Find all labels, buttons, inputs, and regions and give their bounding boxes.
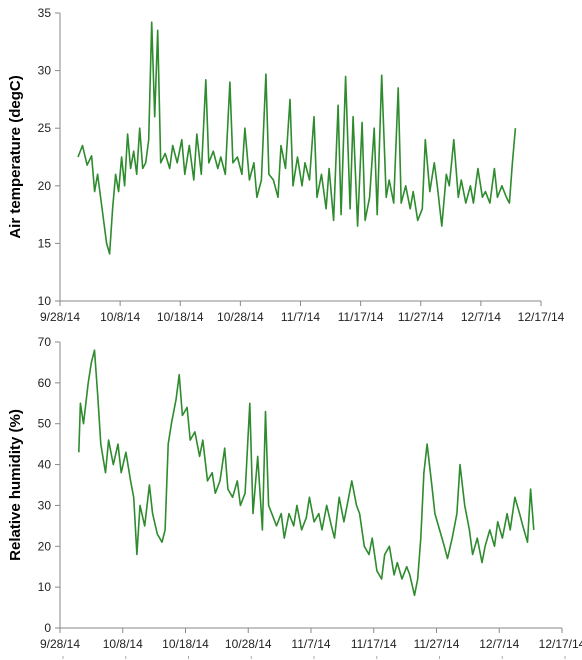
y-tick-label: 70 — [38, 335, 52, 349]
y-tick-label: 40 — [38, 458, 52, 472]
y-tick-label: 15 — [38, 236, 52, 250]
x-tick-label: 11/27/14 — [398, 310, 444, 324]
x-tick-label: 10/28/14 — [217, 310, 264, 324]
y-tick-label: 0 — [44, 621, 51, 635]
x-tick-label: 10/18/14 — [162, 637, 209, 651]
y-tick-label: 30 — [38, 64, 52, 78]
y-tick-label: 25 — [38, 121, 52, 135]
x-tick-label: 11/27/14 — [414, 637, 460, 651]
x-tick-label: 12/17/14 — [518, 310, 565, 324]
y-tick-label: 20 — [38, 179, 52, 193]
series-line-1 — [77, 21, 517, 255]
y-tick-label: 10 — [38, 580, 52, 594]
x-tick-label: 9/28/14 — [40, 310, 80, 324]
x-tick-label: 10/8/14 — [103, 637, 143, 651]
y-tick-label: 35 — [38, 6, 52, 20]
y-tick-label: 60 — [38, 376, 52, 390]
series-line-1 — [78, 349, 535, 597]
y-tick-label: 30 — [38, 498, 52, 512]
x-tick-label: 10/18/14 — [157, 310, 204, 324]
x-tick-label: 9/28/14 — [40, 637, 80, 651]
y-tick-label: 20 — [38, 539, 52, 553]
y-axis-title: Relative humidity (%) — [7, 409, 24, 561]
x-tick-label: 12/17/14 — [539, 637, 582, 651]
x-tick-label: 11/7/14 — [291, 637, 330, 651]
x-tick-label: 12/7/14 — [461, 310, 501, 324]
x-tick-label: 11/17/14 — [351, 637, 397, 651]
chart-2: 0 10 20 30 40 50 60 70 9/28/14 10/8/14 10/18/14 10/… — [7, 335, 582, 651]
x-tick-label: 11/7/14 — [281, 310, 320, 324]
chart-1: 10 15 20 25 30 35 9/28/14 10/8/14 10/18/14 10/28/… — [7, 6, 565, 324]
y-axis-title: Air temperature (degC) — [7, 75, 24, 238]
y-tick-label: 50 — [38, 417, 52, 431]
y-tick-label: 10 — [38, 294, 52, 308]
x-tick-label: 12/7/14 — [479, 637, 519, 651]
x-tick-label: 11/17/14 — [338, 310, 384, 324]
x-tick-label: 10/8/14 — [100, 310, 140, 324]
x-tick-label: 10/28/14 — [225, 637, 272, 651]
